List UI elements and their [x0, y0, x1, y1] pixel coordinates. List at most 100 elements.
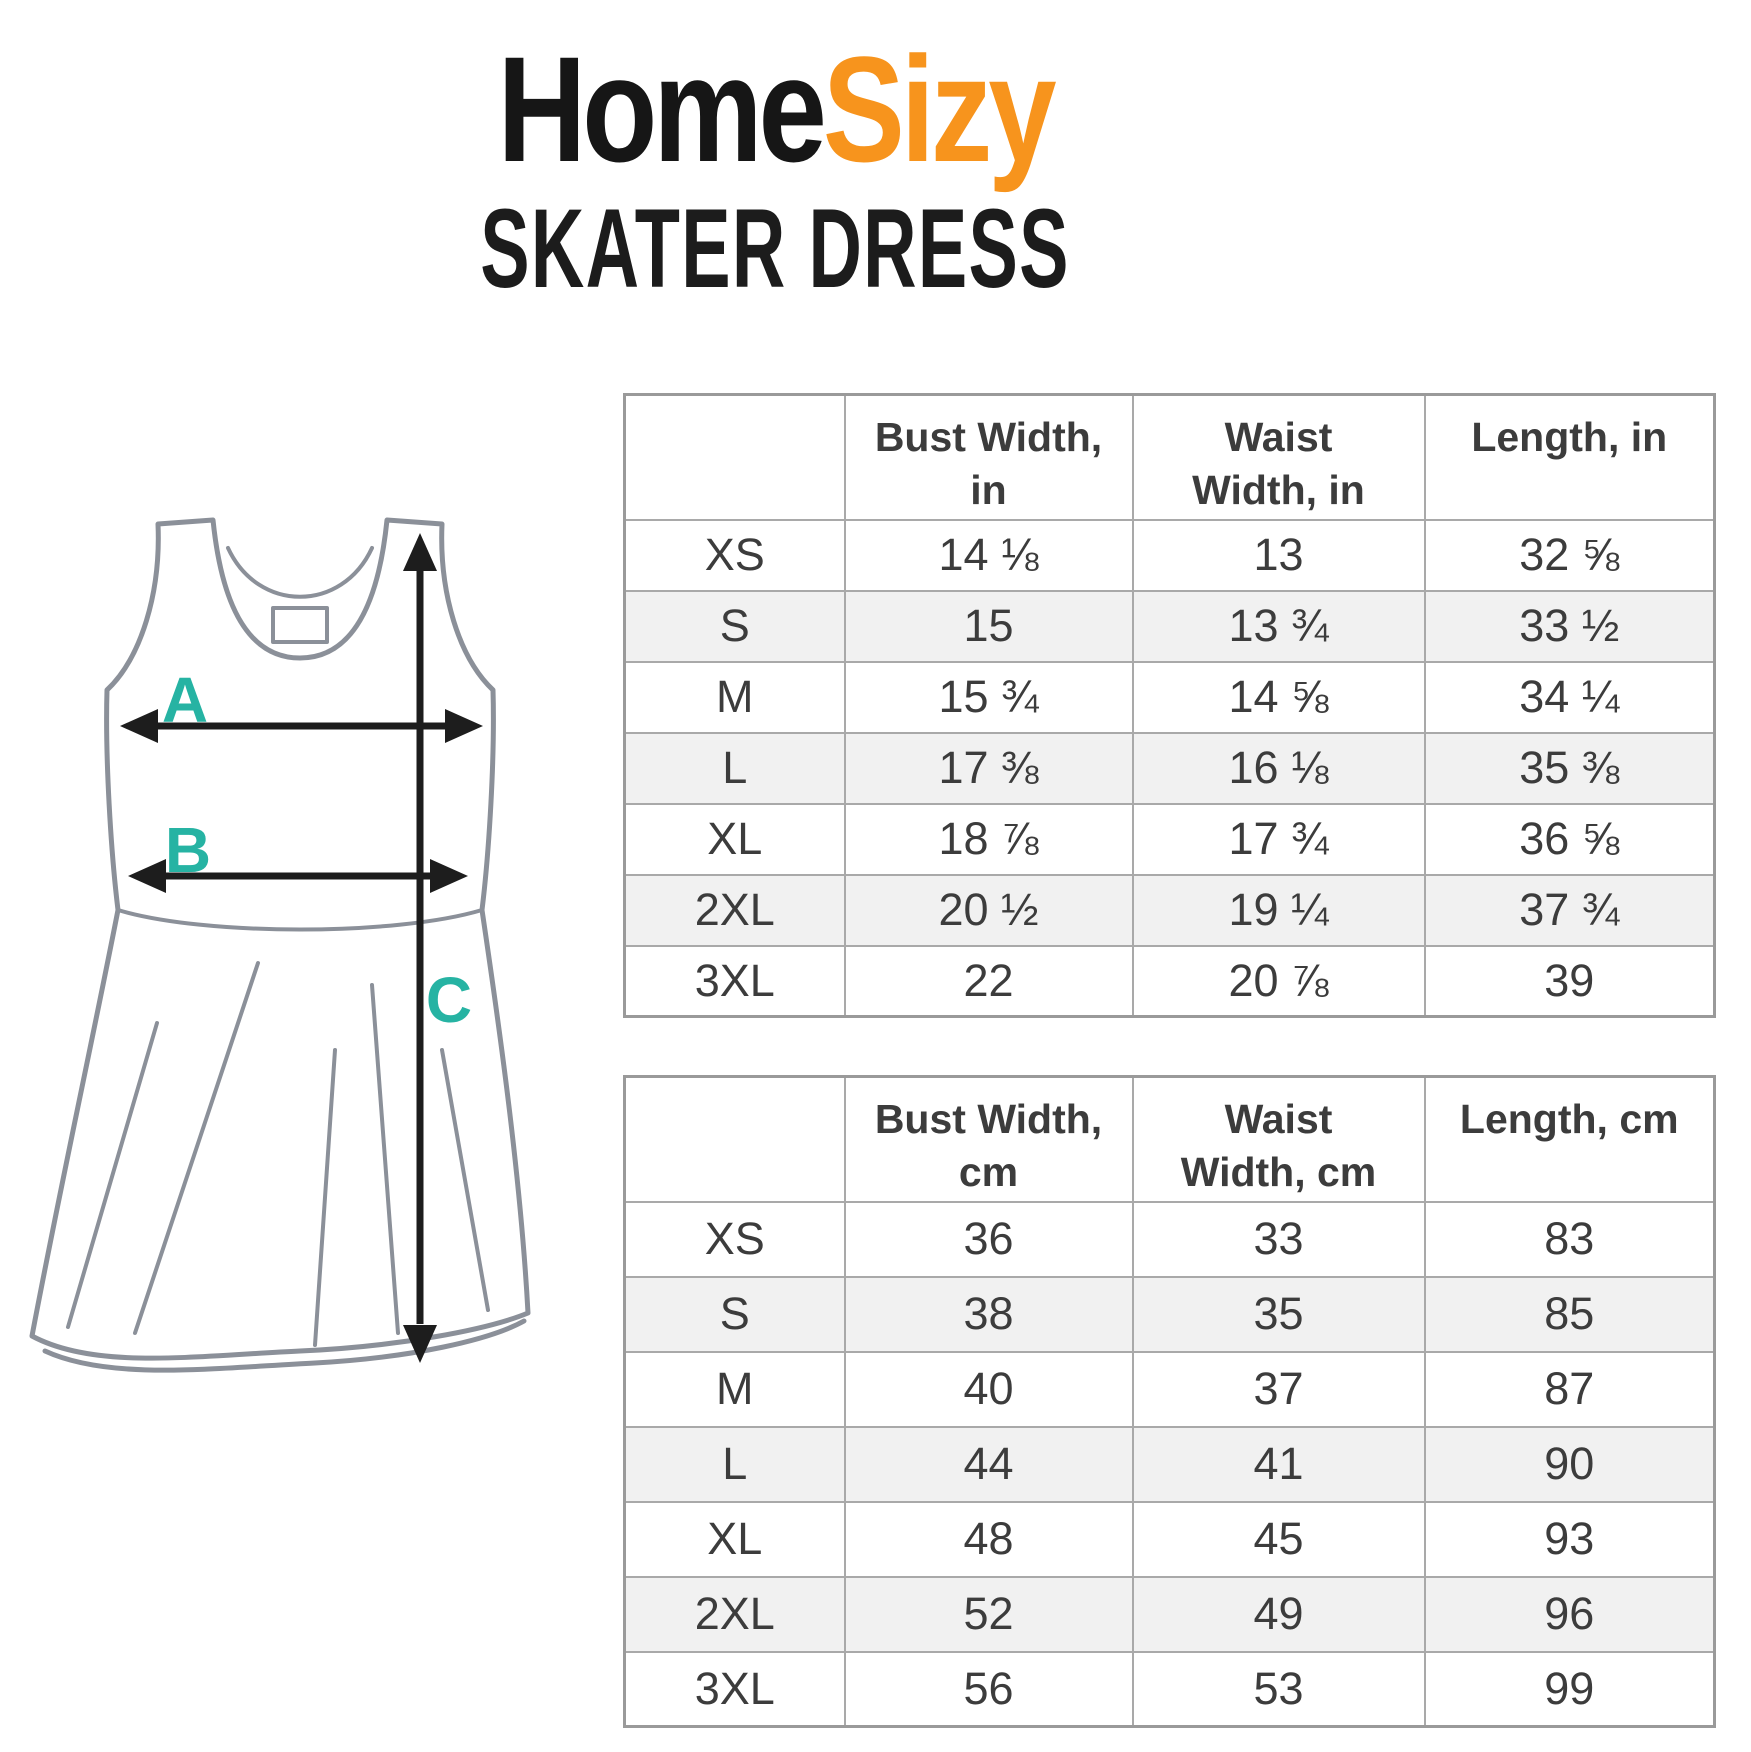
arrowhead-right-icon: [430, 859, 468, 893]
size-table-inches: Bust Width, in Waist Width, in Length, in X…: [623, 393, 1716, 1019]
measurement-arrows: [120, 533, 483, 1363]
table-row: 3XL 22 20 ⅞ 39: [623, 944, 1716, 1018]
pleat-line: [313, 1048, 337, 1347]
value-cell: 20 ½: [843, 873, 1134, 947]
value-cell: 16 ⅛: [1131, 731, 1426, 805]
value-cell: 52: [843, 1575, 1134, 1653]
column-header: Waist Width, cm: [1131, 1075, 1426, 1203]
size-cell: L: [623, 731, 846, 805]
size-cell: 3XL: [623, 944, 846, 1018]
value-cell: 15 ¾: [843, 660, 1134, 734]
value-cell: 18 ⅞: [843, 802, 1134, 876]
value-cell: 53: [1131, 1650, 1426, 1728]
value-cell: 17 ⅜: [843, 731, 1134, 805]
table-row: M 15 ¾ 14 ⅝ 34 ¼: [623, 660, 1716, 734]
size-cell: 2XL: [623, 873, 846, 947]
corner-cell: [623, 393, 846, 521]
pleat-line: [370, 983, 400, 1335]
arrowhead-left-icon: [120, 709, 158, 743]
label-a: A: [162, 664, 208, 736]
table-row: S 15 13 ¾ 33 ½: [623, 589, 1716, 663]
table-row: L 44 41 90: [623, 1425, 1716, 1503]
value-cell: 41: [1131, 1425, 1426, 1503]
value-cell: 45: [1131, 1500, 1426, 1578]
table-row: 2XL 20 ½ 19 ¼ 37 ¾: [623, 873, 1716, 947]
table-row: L 17 ⅜ 16 ⅛ 35 ⅜: [623, 731, 1716, 805]
value-cell: 20 ⅞: [1131, 944, 1426, 1018]
label-c: C: [426, 964, 472, 1036]
value-cell: 14 ⅝: [1131, 660, 1426, 734]
size-cell: XL: [623, 802, 846, 876]
value-cell: 17 ¾: [1131, 802, 1426, 876]
neck-tag: [271, 606, 329, 644]
size-cell: 2XL: [623, 1575, 846, 1653]
column-header: Bust Width, in: [843, 393, 1134, 521]
value-cell: 35: [1131, 1275, 1426, 1353]
column-header: Length, in: [1423, 393, 1716, 521]
value-cell: 13: [1131, 518, 1426, 592]
value-cell: 22: [843, 944, 1134, 1018]
column-header: Length, cm: [1423, 1075, 1716, 1203]
table-row: XL 48 45 93: [623, 1500, 1716, 1578]
size-cell: L: [623, 1425, 846, 1503]
size-cell: M: [623, 660, 846, 734]
value-cell: 19 ¼: [1131, 873, 1426, 947]
value-cell: 49: [1131, 1575, 1426, 1653]
measurement-labels: A B C: [162, 664, 472, 1036]
value-cell: 33 ½: [1423, 589, 1716, 663]
size-cell: S: [623, 589, 846, 663]
arrowhead-down-icon: [403, 1325, 437, 1363]
dress-measurement-diagram: A B C: [29, 517, 531, 1373]
value-cell: 39: [1423, 944, 1716, 1018]
value-cell: 87: [1423, 1350, 1716, 1428]
column-header: Waist Width, in: [1131, 393, 1426, 521]
size-cell: 3XL: [623, 1650, 846, 1728]
value-cell: 85: [1423, 1275, 1716, 1353]
pleat-line: [133, 961, 260, 1335]
arrowhead-right-icon: [445, 709, 483, 743]
size-table-cm: Bust Width, cm Waist Width, cm Length, cm X…: [623, 1075, 1716, 1729]
arrowhead-up-icon: [403, 533, 437, 571]
table-row: XS 36 33 83: [623, 1200, 1716, 1278]
table-row: XL 18 ⅞ 17 ¾ 36 ⅝: [623, 802, 1716, 876]
value-cell: 33: [1131, 1200, 1426, 1278]
table-row: 2XL 52 49 96: [623, 1575, 1716, 1653]
value-cell: 14 ⅛: [843, 518, 1134, 592]
dress-silhouette: [29, 517, 531, 1361]
value-cell: 40: [843, 1350, 1134, 1428]
logo-text-sizy: Sizy: [822, 25, 1057, 193]
pleat-line: [66, 1021, 159, 1329]
back-collar-line: [226, 546, 374, 599]
value-cell: 13 ¾: [1131, 589, 1426, 663]
value-cell: 32 ⅝: [1423, 518, 1716, 592]
value-cell: 83: [1423, 1200, 1716, 1278]
size-cell: M: [623, 1350, 846, 1428]
waist-seam-line: [116, 908, 484, 932]
size-cell: XS: [623, 518, 846, 592]
pleat-line: [440, 1048, 490, 1312]
value-cell: 38: [843, 1275, 1134, 1353]
value-cell: 44: [843, 1425, 1134, 1503]
value-cell: 36 ⅝: [1423, 802, 1716, 876]
value-cell: 34 ¼: [1423, 660, 1716, 734]
value-cell: 36: [843, 1200, 1134, 1278]
size-cell: S: [623, 1275, 846, 1353]
label-b: B: [165, 814, 211, 886]
corner-cell: [623, 1075, 846, 1203]
value-cell: 48: [843, 1500, 1134, 1578]
dress-outline: [29, 517, 531, 1373]
value-cell: 15: [843, 589, 1134, 663]
table-row: S 38 35 85: [623, 1275, 1716, 1353]
size-cell: XS: [623, 1200, 846, 1278]
hem-underside-line: [42, 1318, 527, 1373]
column-header: Bust Width, cm: [843, 1075, 1134, 1203]
logo-text-home: Home: [497, 25, 826, 193]
value-cell: 93: [1423, 1500, 1716, 1578]
table-row: 3XL 56 53 99: [623, 1650, 1716, 1728]
value-cell: 90: [1423, 1425, 1716, 1503]
product-title-text: SKATER DRESS: [480, 186, 1070, 311]
table-row: M 40 37 87: [623, 1350, 1716, 1428]
table-row: XS 14 ⅛ 13 32 ⅝: [623, 518, 1716, 592]
brand-logo: HomeSizy: [437, 34, 1114, 184]
